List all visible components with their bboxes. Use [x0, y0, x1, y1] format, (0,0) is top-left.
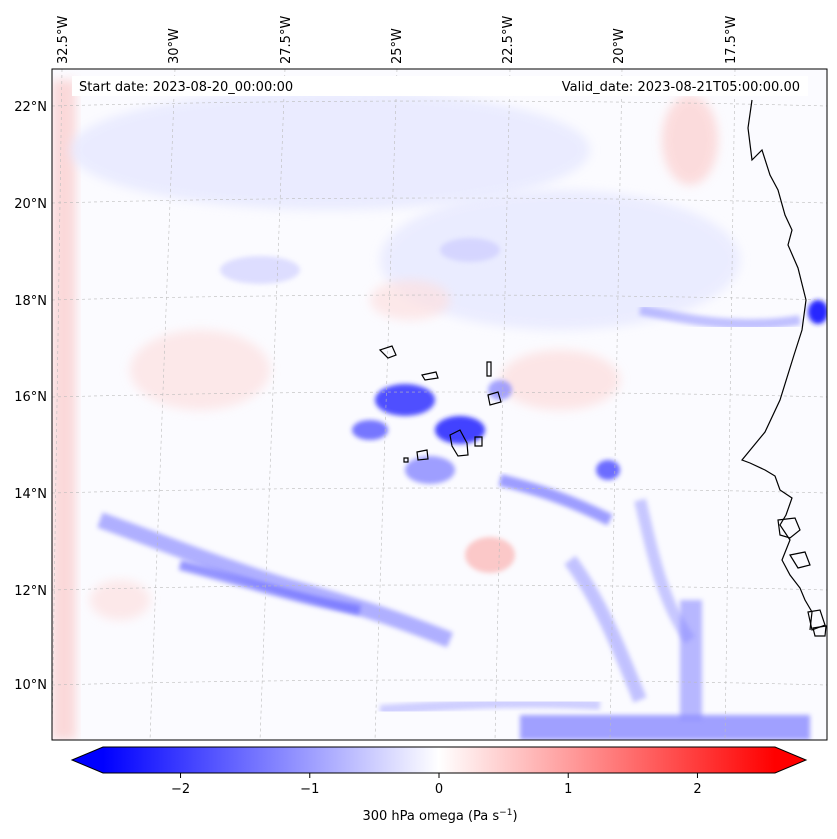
date-header-box	[72, 76, 808, 96]
latitude-labels: 22°N 20°N 18°N 16°N 14°N 12°N 10°N	[14, 100, 47, 693]
lat-label-14n: 14°N	[14, 487, 47, 502]
lat-label-18n: 18°N	[14, 294, 47, 309]
lon-label-22-5w: 22.5°W	[501, 16, 516, 64]
lon-label-32-5w: 32.5°W	[56, 16, 71, 64]
lon-label-30w: 30°W	[167, 28, 182, 64]
colorbar-outline	[70, 746, 808, 774]
colorbar-label-main: 300 hPa omega (Pa s	[362, 809, 499, 824]
lon-label-20w: 20°W	[612, 28, 627, 64]
island-santo-antao	[378, 345, 397, 359]
colorbar: −2 −1 0 1 2 300 hPa omega (Pa s−1)	[70, 746, 808, 824]
lon-label-17-5w: 17.5°W	[724, 16, 739, 64]
colorbar-tick-label: −1	[300, 782, 319, 797]
lat-label-20n: 20°N	[14, 197, 47, 212]
colorbar-tick-label: −2	[171, 782, 190, 797]
lon-label-27-5w: 27.5°W	[279, 16, 294, 64]
map-frame	[51, 68, 828, 741]
colorbar-extend-min	[72, 747, 103, 773]
island-maio	[474, 436, 483, 447]
colorbar-body	[103, 747, 775, 773]
colorbar-extend-max	[775, 747, 806, 773]
gridlines	[52, 69, 827, 740]
colorbar-label: 300 hPa omega (Pa s−1)	[362, 808, 517, 824]
island-santiago	[449, 429, 469, 457]
lat-label-16n: 16°N	[14, 390, 47, 405]
africa-coastline	[741, 99, 813, 631]
island-sao-nicolau	[421, 371, 439, 381]
colorbar-ticks: −2 −1 0 1 2	[171, 773, 702, 797]
start-date-label: Start date: 2023-08-20_00:00:00	[79, 80, 293, 95]
colorbar-tick-label: 2	[693, 782, 701, 797]
colorbar-tick-label: 0	[435, 782, 443, 797]
colorbar-label-close: )	[512, 809, 517, 824]
colorbar-label-exponent: −1	[499, 808, 512, 818]
lon-label-25w: 25°W	[390, 28, 405, 64]
lat-label-22n: 22°N	[14, 100, 47, 115]
lat-label-12n: 12°N	[14, 584, 47, 599]
island-boa-vista	[487, 391, 502, 406]
valid-date-label: Valid_date: 2023-08-21T05:00:00.00	[562, 80, 800, 95]
lat-label-10n: 10°N	[14, 678, 47, 693]
colorbar-tick-label: 1	[564, 782, 572, 797]
island-sal	[486, 361, 492, 377]
island-fogo	[416, 449, 429, 461]
map-panel: Start date: 2023-08-20_00:00:00 Valid_da…	[14, 16, 828, 741]
omega-field	[52, 80, 827, 740]
coastlines	[378, 99, 827, 637]
island-brava	[403, 457, 409, 463]
longitude-labels: 32.5°W 30°W 27.5°W 25°W 22.5°W 20°W 17.5…	[56, 16, 739, 64]
